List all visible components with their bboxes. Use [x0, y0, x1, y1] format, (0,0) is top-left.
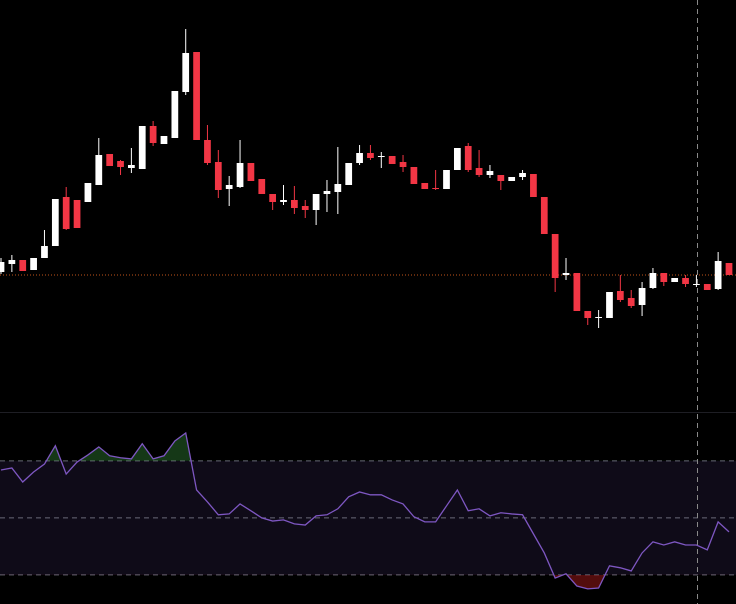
candle-body	[475, 168, 483, 175]
candle-body	[616, 291, 624, 300]
candle-body	[258, 179, 266, 194]
candle-body	[638, 288, 646, 305]
candle-body	[106, 154, 114, 166]
overbought-fill	[46, 432, 192, 461]
candle-body	[725, 263, 733, 275]
candle-body	[453, 148, 461, 170]
candle-body	[443, 170, 450, 189]
candle-body	[345, 163, 353, 185]
candle-body	[149, 126, 157, 143]
candle-body	[62, 197, 70, 229]
candle-body	[312, 194, 320, 210]
candle-body	[410, 167, 418, 184]
candle-body	[497, 175, 505, 181]
candle-body	[573, 273, 581, 311]
candle-body	[193, 52, 200, 140]
candle-body	[117, 161, 124, 167]
candle-body	[356, 153, 363, 163]
candle-body	[388, 156, 396, 164]
candle-body	[323, 191, 331, 194]
candle-body	[562, 273, 570, 275]
candle-body	[551, 234, 559, 278]
candle-body	[703, 284, 711, 290]
candle-body	[519, 173, 526, 177]
candle-body	[693, 284, 700, 285]
candle-body	[182, 53, 190, 92]
candle-body	[0, 262, 5, 272]
candle-body	[171, 91, 179, 138]
candle-body	[464, 146, 472, 170]
rsi-pane	[0, 431, 736, 590]
candle-body	[51, 199, 59, 246]
candle-body	[8, 260, 16, 264]
rsi-line	[0, 431, 730, 590]
candle-body	[660, 273, 668, 282]
candle-body	[247, 163, 255, 181]
candle-body	[334, 184, 342, 192]
candle-body	[95, 155, 103, 185]
candle-body	[204, 140, 211, 163]
candle-body	[649, 273, 657, 288]
candle-body	[508, 177, 516, 181]
candle-body	[128, 165, 135, 168]
candle-body	[540, 197, 548, 234]
candle-body	[432, 188, 439, 189]
candle-body	[584, 311, 592, 318]
candle-body	[682, 278, 689, 284]
candle-body	[595, 317, 602, 318]
candle-body	[377, 156, 385, 157]
candle-body	[19, 260, 27, 271]
candle-body	[606, 292, 613, 318]
candle-body	[160, 136, 168, 144]
candle-body	[486, 171, 494, 175]
candle-body	[30, 258, 37, 270]
candle-body	[671, 278, 679, 282]
candle-body	[225, 185, 233, 189]
candle-body	[138, 126, 146, 169]
candle-body	[84, 183, 92, 202]
candle-body	[714, 261, 722, 289]
candle-body	[236, 163, 244, 187]
candle-body	[73, 200, 81, 228]
candle-body	[627, 298, 635, 306]
candle-body	[214, 162, 222, 190]
price-pane	[0, 29, 736, 328]
oversold-fill	[553, 574, 606, 589]
candle-body	[367, 153, 374, 158]
candle-body	[291, 200, 298, 208]
candle-body	[41, 246, 48, 258]
candle-body	[530, 174, 537, 197]
candle-body	[269, 194, 277, 202]
candle-body	[421, 183, 429, 189]
candle-body	[280, 200, 287, 202]
candle-body	[301, 206, 309, 210]
candle-body	[399, 162, 407, 167]
